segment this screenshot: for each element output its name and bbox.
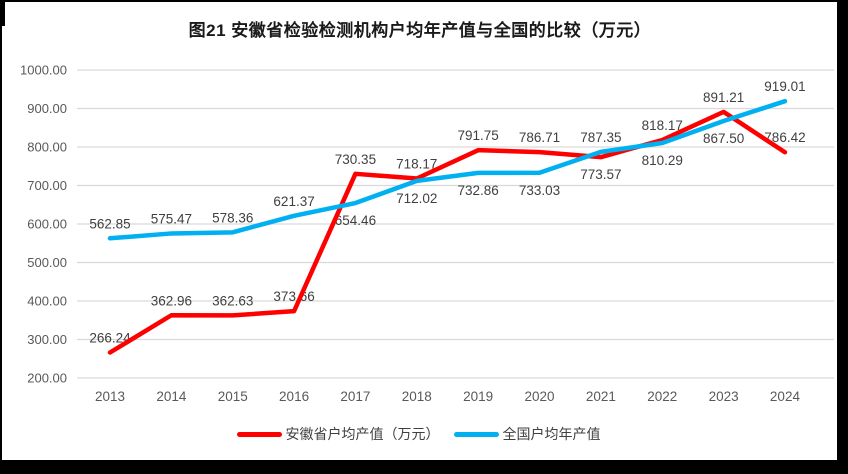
x-axis-tick-label: 2014 bbox=[156, 389, 187, 404]
x-axis-tick-label: 2013 bbox=[95, 389, 125, 404]
data-label-national: 810.29 bbox=[642, 153, 683, 168]
y-axis-tick-label: 600.00 bbox=[27, 217, 67, 232]
data-label-national: 732.86 bbox=[458, 183, 499, 198]
data-label-national: 867.50 bbox=[703, 131, 744, 146]
y-axis-tick-label: 200.00 bbox=[27, 371, 67, 386]
data-label-national: 787.35 bbox=[580, 130, 621, 145]
y-axis-tick-label: 400.00 bbox=[27, 294, 67, 309]
legend-item-national: 全国户均年产值 bbox=[453, 424, 601, 444]
data-label-anhui: 362.96 bbox=[151, 293, 192, 308]
x-axis-tick-label: 2023 bbox=[709, 389, 739, 404]
data-label-national: 654.46 bbox=[335, 213, 376, 228]
y-axis-tick-label: 500.00 bbox=[27, 255, 67, 270]
y-axis-tick-label: 300.00 bbox=[27, 332, 67, 347]
data-label-national: 733.03 bbox=[519, 183, 560, 198]
x-axis-tick-label: 2024 bbox=[770, 389, 801, 404]
y-axis-tick-label: 800.00 bbox=[27, 140, 67, 155]
chart-title: 图21 安徽省检验检测机构户均年产值与全国的比较（万元） bbox=[188, 21, 652, 40]
data-label-national: 575.47 bbox=[151, 211, 192, 226]
y-axis-tick-label: 700.00 bbox=[27, 178, 67, 193]
line-chart: 1000.00 900.00 800.00 700.00 600.00 500.00 400… bbox=[20, 63, 834, 404]
series-line-national bbox=[107, 98, 788, 241]
data-label-national: 578.36 bbox=[212, 210, 253, 225]
legend-item-anhui: 安徽省户均产值（万元） bbox=[236, 424, 440, 444]
frame-border-left bbox=[0, 0, 2, 474]
data-label-anhui: 773.57 bbox=[580, 167, 621, 182]
data-label-anhui: 891.21 bbox=[703, 90, 744, 105]
y-axis-tick-label: 900.00 bbox=[27, 101, 67, 116]
x-axis-tick-label: 2017 bbox=[340, 389, 370, 404]
series-line-anhui bbox=[107, 109, 788, 355]
frame-border-bottom bbox=[0, 460, 848, 474]
x-axis-tick-label: 2021 bbox=[586, 389, 616, 404]
data-label-national: 712.02 bbox=[396, 191, 437, 206]
legend-marker-anhui bbox=[236, 431, 282, 437]
data-label-national: 621.37 bbox=[273, 194, 314, 209]
x-axis-tick-label: 2016 bbox=[279, 389, 309, 404]
chart-legend: 安徽省户均产值（万元） 全国户均年产值 bbox=[0, 423, 837, 445]
frame-corner-top-left bbox=[0, 0, 5, 26]
x-axis-tick-label: 2015 bbox=[218, 389, 248, 404]
x-axis-tick-label: 2022 bbox=[647, 389, 677, 404]
y-axis-tick-label: 1000.00 bbox=[20, 63, 67, 78]
legend-marker-national bbox=[453, 431, 499, 437]
frame-border-top bbox=[0, 0, 848, 2]
data-label-anhui: 786.42 bbox=[764, 130, 805, 145]
legend-label-anhui: 安徽省户均产值（万元） bbox=[285, 426, 440, 442]
x-axis-tick-label: 2018 bbox=[402, 389, 432, 404]
data-label-national: 919.01 bbox=[764, 79, 805, 94]
data-label-anhui: 718.17 bbox=[396, 157, 437, 172]
data-label-anhui: 791.75 bbox=[458, 128, 499, 143]
data-label-national: 562.85 bbox=[89, 216, 130, 231]
data-label-anhui: 362.63 bbox=[212, 293, 253, 308]
x-axis-tick-label: 2020 bbox=[524, 389, 554, 404]
data-label-anhui: 818.17 bbox=[642, 118, 683, 133]
data-label-anhui: 373.66 bbox=[273, 289, 314, 304]
data-label-anhui: 730.35 bbox=[335, 152, 376, 167]
frame-border-right bbox=[837, 0, 848, 474]
legend-label-national: 全国户均年产值 bbox=[502, 426, 601, 442]
x-axis-tick-label: 2019 bbox=[463, 389, 493, 404]
data-label-anhui: 266.24 bbox=[89, 330, 131, 345]
data-label-anhui: 786.71 bbox=[519, 130, 560, 145]
